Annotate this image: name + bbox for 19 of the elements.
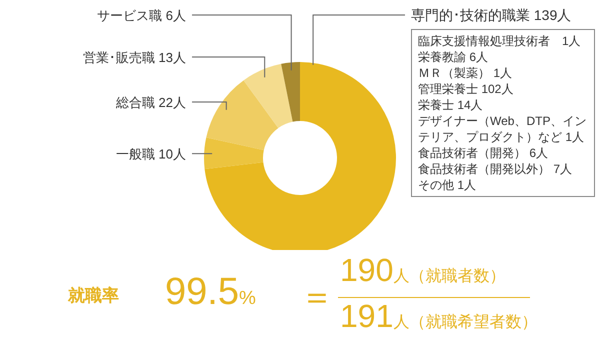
slice-label: 総合職 22人	[114, 95, 186, 110]
slice-label: 一般職 10人	[116, 146, 186, 162]
text: 191人（就職希望者数）	[340, 298, 538, 334]
slice-label: サービス職 6人	[97, 8, 186, 23]
text: 190人（就職者数）	[340, 252, 506, 288]
slice-label: 営業･販売職 13人	[82, 50, 186, 65]
slice-label: 専門的･技術的職業 139人	[411, 7, 572, 23]
text: ＝	[300, 278, 334, 316]
text: 臨床支援情報処理技術者 1人	[418, 33, 582, 49]
text: 就職率	[68, 286, 119, 305]
text: 栄養士 14人	[418, 97, 484, 113]
text: 食品技術者（開発） 6人	[418, 145, 550, 161]
text: 食品技術者（開発以外） 7人	[418, 161, 574, 177]
text: その他 1人	[418, 177, 478, 193]
text: ＭＲ（製薬） 1人	[418, 65, 514, 81]
text: 99.5%	[165, 271, 256, 313]
text: 栄養教諭 6人	[418, 49, 490, 65]
text: 管理栄養士 102人	[418, 81, 514, 97]
text: デザイナー（Web、DTP、インテリア、プロダクト）など 1人	[418, 113, 588, 145]
